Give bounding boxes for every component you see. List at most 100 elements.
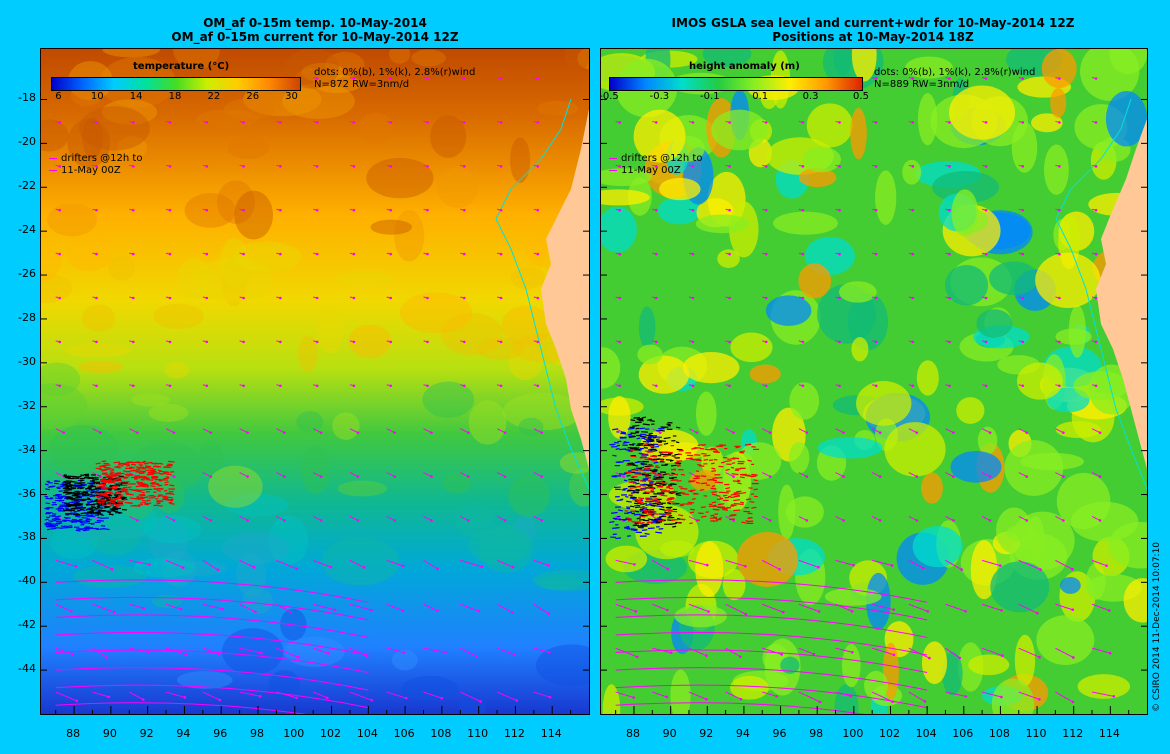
current-vector-head (326, 652, 330, 655)
current-vector-head (1025, 475, 1029, 478)
current-streak (615, 649, 928, 674)
current-vector-head (58, 252, 62, 256)
current-vector-head (70, 609, 73, 613)
current-vector (202, 603, 223, 610)
current-vector (496, 647, 515, 655)
drifter-track (689, 522, 693, 525)
current-vector (615, 559, 635, 565)
drifter-track (659, 453, 666, 456)
drifter-marker-icon (609, 169, 617, 171)
left-temperature-map[interactable]: temperature (°C) 6 10 14 18 22 26 30 dots: 0%(… (40, 48, 590, 715)
drifter-track (656, 478, 663, 481)
drifter-track (636, 418, 642, 420)
height-anomaly-patch (702, 49, 752, 67)
drifter-count: N=889 RW=3nm/d (874, 79, 970, 90)
current-vector (239, 516, 248, 521)
temperature-patch (67, 118, 111, 168)
current-vector-head (874, 77, 878, 80)
drifters-note-line1: drifters @12h to (621, 153, 703, 164)
current-vector-head (805, 475, 809, 478)
lon-tick-label: 112 (1062, 727, 1084, 740)
current-vector-head (279, 252, 282, 256)
drifter-track (65, 526, 73, 529)
drifter-track (61, 520, 67, 522)
drifter-track (111, 496, 117, 499)
current-vector-head (948, 165, 951, 168)
drifter-track (644, 458, 650, 461)
current-vector-head (1021, 384, 1025, 388)
current-vector-head (181, 566, 185, 569)
drifter-track (626, 500, 632, 503)
right-title-line2: Positions at 10-May-2014 18Z (772, 30, 974, 44)
drifter-track (85, 492, 90, 495)
current-vector-head (764, 208, 768, 212)
temperature-patch (79, 106, 150, 151)
drifter-track (647, 464, 654, 467)
height-anomaly-patch (633, 109, 686, 163)
current-vector-head (315, 252, 319, 256)
current-vector-head (618, 384, 621, 388)
temperature-patch (508, 343, 543, 381)
current-vector-head (1094, 296, 1098, 300)
current-vector (1055, 472, 1064, 478)
current-vector (615, 691, 634, 698)
current-vector (276, 559, 297, 570)
current-vector-head (110, 568, 114, 571)
current-vector-head (172, 431, 176, 434)
current-vector-head (131, 340, 135, 344)
current-vector-head (984, 252, 988, 256)
drifter-track (100, 525, 106, 527)
current-vector-head (691, 296, 695, 300)
current-vector (981, 691, 1002, 698)
height-anomaly-patch (729, 201, 759, 258)
lon-tick-label: 94 (735, 727, 750, 740)
temperature-patch (348, 324, 392, 359)
current-vector (129, 516, 138, 521)
current-vector (1055, 603, 1073, 611)
current-vector-head (1021, 340, 1025, 344)
current-vector-head (1021, 121, 1025, 124)
current-vector-head (960, 568, 964, 571)
drifter-track (111, 510, 118, 513)
current-vector (945, 559, 962, 571)
drifter-track (630, 480, 636, 483)
drifter-track (645, 472, 652, 475)
lat-tick-label: -42 (18, 618, 36, 632)
current-vector-head (838, 384, 841, 388)
current-vector-head (659, 431, 662, 434)
temperature-patch (282, 83, 355, 120)
current-vector-head (732, 431, 735, 434)
colorbar-tick-label: -0.5 (600, 91, 619, 102)
current-vector (460, 559, 482, 568)
lon-tick-label: 96 (772, 727, 787, 740)
current-vector (276, 516, 285, 521)
right-sea-level-map[interactable]: height anomaly (m) -0.5 -0.3 -0.1 0.1 0.3 0.5… (600, 48, 1148, 715)
drifter-track (56, 515, 61, 518)
current-vector-head (1107, 609, 1111, 612)
drifter-track (101, 504, 106, 507)
temperature-patch (81, 304, 116, 333)
current-vector-head (315, 165, 319, 168)
drifter-track (63, 516, 71, 519)
current-vector-head (283, 519, 286, 522)
temperature-patch (108, 255, 135, 281)
current-vector (1091, 691, 1114, 697)
current-vector-head (352, 384, 356, 388)
height-anomaly-patch (1109, 49, 1147, 75)
current-vector-head (315, 384, 319, 388)
drifter-track (45, 488, 50, 491)
current-vector-head (356, 475, 360, 478)
current-vector-head (852, 563, 855, 567)
drifter-track (103, 499, 107, 502)
current-vector-head (801, 208, 805, 212)
current-vector-head (911, 296, 915, 300)
current-vector (762, 603, 784, 613)
current-vector (908, 516, 918, 521)
drifter-track (654, 500, 661, 502)
current-vector-head (768, 475, 772, 478)
current-vector-head (499, 384, 503, 388)
current-vector (981, 559, 1001, 567)
height-anomaly-patch (1014, 634, 1036, 687)
drifter-track (693, 477, 701, 480)
drifter-track (56, 486, 62, 489)
